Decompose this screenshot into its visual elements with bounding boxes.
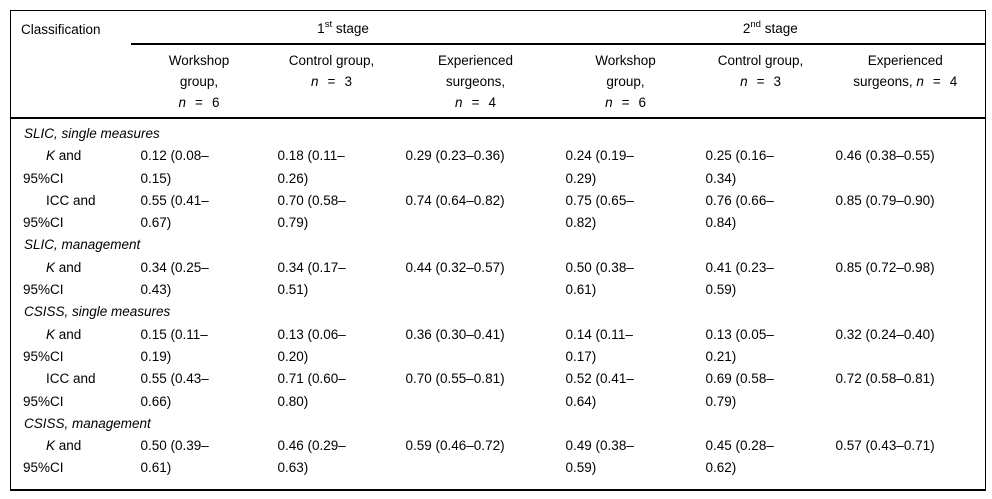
section-label: SLIC, single measures xyxy=(24,126,160,141)
value-cell: 0.52 (0.41– 0.64) xyxy=(565,371,634,409)
sample-size: n = 3 xyxy=(740,74,781,89)
value-cell: 0.46 (0.38–0.55) xyxy=(835,148,935,164)
value-cell: 0.50 (0.39– 0.61) xyxy=(140,438,209,476)
data-row: ICC and 95%CI 0.55 (0.43– 0.66) 0.71 (0.60… xyxy=(11,368,986,413)
value-cell: 0.32 (0.24–0.40) xyxy=(835,326,935,342)
value-cell: 0.55 (0.43– 0.66) xyxy=(140,371,209,409)
section-row: SLIC, management xyxy=(11,234,986,256)
value-cell: 0.18 (0.11– 0.26) xyxy=(277,148,345,186)
value-cell: 0.13 (0.05– 0.21) xyxy=(705,326,774,364)
value-cell: 0.29 (0.23–0.36) xyxy=(405,148,505,164)
value-cell: 0.70 (0.58– 0.79) xyxy=(277,192,346,231)
sample-size: n = 3 xyxy=(311,74,352,89)
section-label: CSISS, single measures xyxy=(24,304,171,320)
value-cell: 0.76 (0.66– 0.84) xyxy=(705,192,774,231)
value-cell: 0.50 (0.38– 0.61) xyxy=(565,259,634,298)
value-cell: 0.55 (0.41– 0.67) xyxy=(140,192,209,231)
section-row: CSISS, single measures xyxy=(11,301,986,323)
section-row: CSISS, management xyxy=(11,413,986,435)
value-cell: 0.74 (0.64–0.82) xyxy=(405,192,505,208)
group-column-header: Control group, n = 3 xyxy=(695,44,826,119)
section-label: SLIC, management xyxy=(24,237,141,253)
sample-size: n = 6 xyxy=(605,95,646,110)
stage2-number: 2 xyxy=(742,21,751,36)
data-row: ICC and 95%CI 0.55 (0.41– 0.67) 0.70 (0.58… xyxy=(11,190,986,235)
row-label: ICC and 95%CI xyxy=(23,371,96,409)
row-label: ICC and 95%CI xyxy=(23,192,96,231)
ordinal-superscript: st xyxy=(324,18,333,30)
group-column-header: Experienced surgeons, n = 4 xyxy=(395,44,556,119)
group-column-header: Experienced surgeons, n = 4 xyxy=(825,44,986,119)
group-header-row: Workshop group, n = 6 Control group, n = 3 Exper… xyxy=(11,44,986,119)
value-cell: 0.46 (0.29– 0.63) xyxy=(277,438,346,476)
value-cell: 0.45 (0.28– 0.62) xyxy=(705,438,774,476)
stage1-label: stage xyxy=(332,21,369,36)
stage1-number: 1 xyxy=(317,21,325,36)
sample-size: surgeons, n = 4 xyxy=(853,74,958,89)
value-cell: 0.44 (0.32–0.57) xyxy=(405,259,505,275)
sample-size: n = 4 xyxy=(455,95,496,110)
group-name: Control group, xyxy=(717,53,804,68)
row-label: K and 95%CI xyxy=(23,148,82,186)
group-name: Experienced surgeons, xyxy=(437,53,514,89)
data-row: K and 95%CI 0.50 (0.39– 0.61) 0.46 (0.29– … xyxy=(11,435,986,490)
row-label: K and 95%CI xyxy=(23,438,82,476)
stage2-label: stage xyxy=(760,21,798,36)
value-cell: 0.57 (0.43–0.71) xyxy=(835,438,935,454)
group-name: Control group, xyxy=(288,53,375,68)
value-cell: 0.59 (0.46–0.72) xyxy=(405,438,505,454)
sample-size: n = 6 xyxy=(178,95,220,110)
value-cell: 0.34 (0.17– 0.51) xyxy=(277,259,346,298)
reliability-results-table: Classification 1st stage 2nd stage Works… xyxy=(10,10,987,491)
group-column-header: Workshop group, n = 6 xyxy=(130,44,268,119)
value-cell: 0.24 (0.19– 0.29) xyxy=(565,148,634,186)
value-cell: 0.71 (0.60– 0.80) xyxy=(277,371,346,409)
section-row: SLIC, single measures xyxy=(11,118,986,145)
value-cell: 0.36 (0.30–0.41) xyxy=(405,326,505,342)
data-row: K and 95%CI 0.34 (0.25– 0.43) 0.34 (0.17– … xyxy=(11,257,986,302)
value-cell: 0.14 (0.11– 0.17) xyxy=(565,326,633,364)
ordinal-superscript: nd xyxy=(750,18,761,30)
value-cell: 0.15 (0.11– 0.19) xyxy=(140,326,208,364)
value-cell: 0.12 (0.08– 0.15) xyxy=(140,148,209,186)
value-cell: 0.75 (0.65– 0.82) xyxy=(565,192,634,231)
value-cell: 0.25 (0.16– 0.34) xyxy=(705,148,774,186)
group-column-header: Control group, n = 3 xyxy=(267,44,396,119)
group-name: Workshop group, xyxy=(595,53,656,89)
value-cell: 0.85 (0.79–0.90) xyxy=(835,192,935,208)
row-label: K and 95%CI xyxy=(23,326,82,364)
value-cell: 0.85 (0.72–0.98) xyxy=(835,259,935,275)
value-cell: 0.69 (0.58– 0.79) xyxy=(705,371,774,409)
data-row: K and 95%CI 0.15 (0.11– 0.19) 0.13 (0.06– … xyxy=(11,324,986,369)
stage2-header: 2nd stage xyxy=(555,10,986,45)
row-label: K and 95%CI xyxy=(23,259,82,298)
group-name: Workshop group, xyxy=(168,53,230,89)
stage1-header: 1st stage xyxy=(130,10,556,45)
data-row: K and 95%CI 0.12 (0.08– 0.15) 0.18 (0.11– … xyxy=(11,145,986,190)
value-cell: 0.41 (0.23– 0.59) xyxy=(705,259,774,298)
classification-column-header: Classification xyxy=(10,10,131,119)
value-cell: 0.70 (0.55–0.81) xyxy=(405,371,505,387)
value-cell: 0.13 (0.06– 0.20) xyxy=(277,326,346,364)
value-cell: 0.49 (0.38– 0.59) xyxy=(565,438,634,476)
value-cell: 0.34 (0.25– 0.43) xyxy=(140,259,209,298)
stage-header-row: Classification 1st stage 2nd stage xyxy=(10,10,986,119)
group-name: Experienced xyxy=(867,53,943,68)
section-label: CSISS, management xyxy=(24,415,151,431)
table-body: SLIC, single measures K and 95%CI 0.12 (0.… xyxy=(11,118,986,490)
value-cell: 0.72 (0.58–0.81) xyxy=(835,371,935,387)
group-column-header: Workshop group, n = 6 xyxy=(555,44,696,119)
